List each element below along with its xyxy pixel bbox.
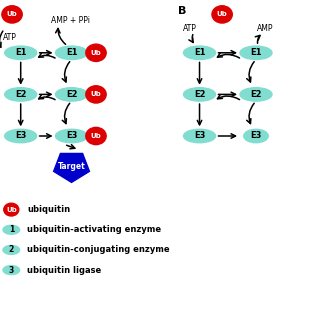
Circle shape — [4, 203, 19, 216]
Text: ubiquitin ligase: ubiquitin ligase — [27, 266, 101, 275]
Text: AMP: AMP — [257, 24, 274, 33]
Text: E2: E2 — [15, 90, 27, 99]
Text: E1: E1 — [194, 48, 205, 57]
Ellipse shape — [5, 88, 37, 101]
Text: AMP + PPi: AMP + PPi — [51, 16, 90, 25]
Text: E3: E3 — [15, 132, 26, 140]
Circle shape — [212, 6, 232, 23]
Text: 2: 2 — [9, 245, 14, 254]
Text: Ub: Ub — [91, 133, 101, 139]
Ellipse shape — [240, 88, 272, 101]
Ellipse shape — [3, 266, 20, 275]
Text: ATP: ATP — [183, 24, 197, 33]
Text: ubiquitin: ubiquitin — [27, 205, 70, 214]
Ellipse shape — [184, 88, 216, 101]
Text: Ub: Ub — [91, 92, 101, 97]
Circle shape — [86, 127, 106, 145]
Ellipse shape — [56, 46, 88, 60]
Text: E1: E1 — [15, 48, 27, 57]
Circle shape — [86, 44, 106, 61]
Text: E3: E3 — [66, 132, 77, 140]
Ellipse shape — [56, 88, 88, 101]
Text: E2: E2 — [66, 90, 77, 99]
Text: E1: E1 — [250, 48, 262, 57]
Text: ubiquitin-conjugating enzyme: ubiquitin-conjugating enzyme — [27, 245, 170, 254]
Text: ATP: ATP — [3, 33, 17, 42]
Ellipse shape — [5, 46, 37, 60]
Circle shape — [86, 86, 106, 103]
Text: Target: Target — [58, 162, 85, 171]
Text: ubiquitin-activating enzyme: ubiquitin-activating enzyme — [27, 225, 161, 234]
Ellipse shape — [56, 129, 88, 143]
Text: 3: 3 — [9, 266, 14, 275]
Text: Ub: Ub — [91, 50, 101, 56]
Text: Ub: Ub — [7, 12, 17, 17]
Text: E3: E3 — [194, 132, 205, 140]
Text: 1: 1 — [9, 225, 14, 234]
Text: Ub: Ub — [217, 12, 228, 17]
Ellipse shape — [3, 225, 20, 234]
Ellipse shape — [184, 129, 216, 143]
Circle shape — [2, 6, 22, 23]
Text: E3: E3 — [250, 132, 262, 140]
Text: E2: E2 — [194, 90, 205, 99]
Ellipse shape — [240, 46, 272, 60]
Ellipse shape — [184, 46, 216, 60]
Text: E2: E2 — [250, 90, 262, 99]
Text: E1: E1 — [66, 48, 77, 57]
Ellipse shape — [3, 245, 20, 254]
Ellipse shape — [5, 129, 37, 143]
Text: Ub: Ub — [6, 207, 17, 212]
Text: B: B — [179, 6, 187, 16]
Ellipse shape — [244, 129, 268, 143]
